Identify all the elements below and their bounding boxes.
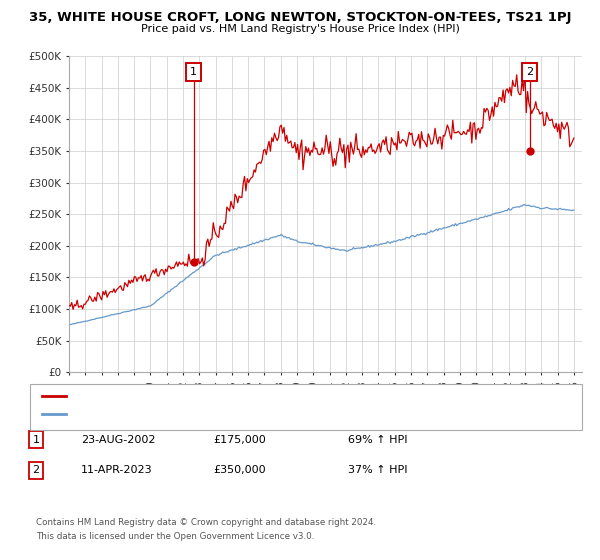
Text: 1: 1 (190, 67, 197, 77)
Text: 11-APR-2023: 11-APR-2023 (81, 465, 152, 475)
Text: HPI: Average price, detached house, Stockton-on-Tees: HPI: Average price, detached house, Stoc… (72, 409, 341, 419)
Text: Price paid vs. HM Land Registry's House Price Index (HPI): Price paid vs. HM Land Registry's House … (140, 24, 460, 34)
Text: £350,000: £350,000 (213, 465, 266, 475)
Text: 2: 2 (32, 465, 40, 475)
Text: £175,000: £175,000 (213, 435, 266, 445)
Text: 1: 1 (32, 435, 40, 445)
Text: 2: 2 (526, 67, 533, 77)
Text: Contains HM Land Registry data © Crown copyright and database right 2024.: Contains HM Land Registry data © Crown c… (36, 518, 376, 527)
Text: 69% ↑ HPI: 69% ↑ HPI (348, 435, 407, 445)
Text: 23-AUG-2002: 23-AUG-2002 (81, 435, 155, 445)
Text: 35, WHITE HOUSE CROFT, LONG NEWTON, STOCKTON-ON-TEES, TS21 1PJ: 35, WHITE HOUSE CROFT, LONG NEWTON, STOC… (29, 11, 571, 24)
Text: This data is licensed under the Open Government Licence v3.0.: This data is licensed under the Open Gov… (36, 532, 314, 541)
Text: 35, WHITE HOUSE CROFT, LONG NEWTON, STOCKTON-ON-TEES, TS21 1PJ (detached hou: 35, WHITE HOUSE CROFT, LONG NEWTON, STOC… (72, 391, 512, 401)
Text: 37% ↑ HPI: 37% ↑ HPI (348, 465, 407, 475)
